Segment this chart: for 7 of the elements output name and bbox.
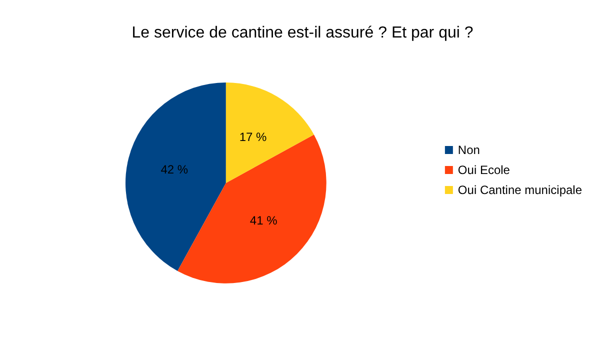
legend-label: Oui Ecole <box>458 163 510 177</box>
chart-title: Le service de cantine est-il assuré ? Et par qui ? <box>132 24 474 42</box>
data-label: 41 % <box>250 214 278 228</box>
legend-label: Non <box>458 143 480 157</box>
legend-label: Oui Cantine municipale <box>458 183 582 197</box>
data-label: 17 % <box>239 130 268 144</box>
data-label: 42 % <box>160 162 188 177</box>
